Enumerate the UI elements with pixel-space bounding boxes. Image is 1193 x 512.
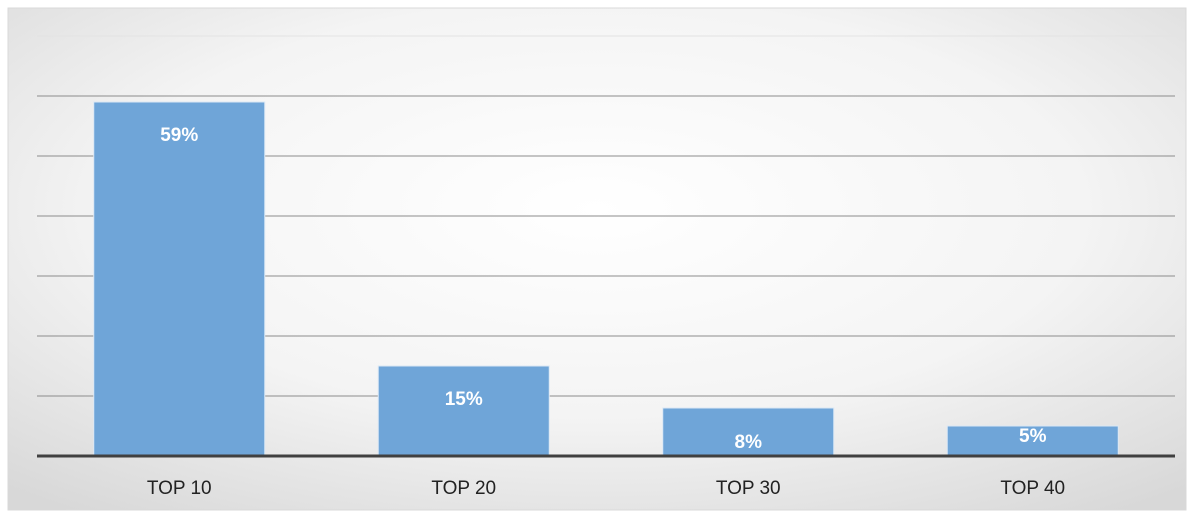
bar-top-40 (946, 425, 1119, 457)
data-label: 5% (1019, 426, 1047, 447)
data-label: 59% (160, 125, 198, 146)
x-tick-label: TOP 30 (716, 478, 781, 499)
x-tick-labels: TOP 10 TOP 20 TOP 30 TOP 40 (147, 478, 1065, 499)
data-label: 8% (735, 432, 763, 453)
data-label: 15% (445, 389, 483, 410)
bar-top-10 (93, 101, 266, 457)
bar-top-20 (377, 365, 550, 457)
bar-top-30 (662, 407, 835, 457)
data-labels: 59% 15% 8% 5% (160, 125, 1046, 453)
x-tick-label: TOP 40 (1000, 478, 1065, 499)
bars (93, 101, 1119, 457)
x-tick-label: TOP 20 (431, 478, 496, 499)
x-tick-label: TOP 10 (147, 478, 212, 499)
